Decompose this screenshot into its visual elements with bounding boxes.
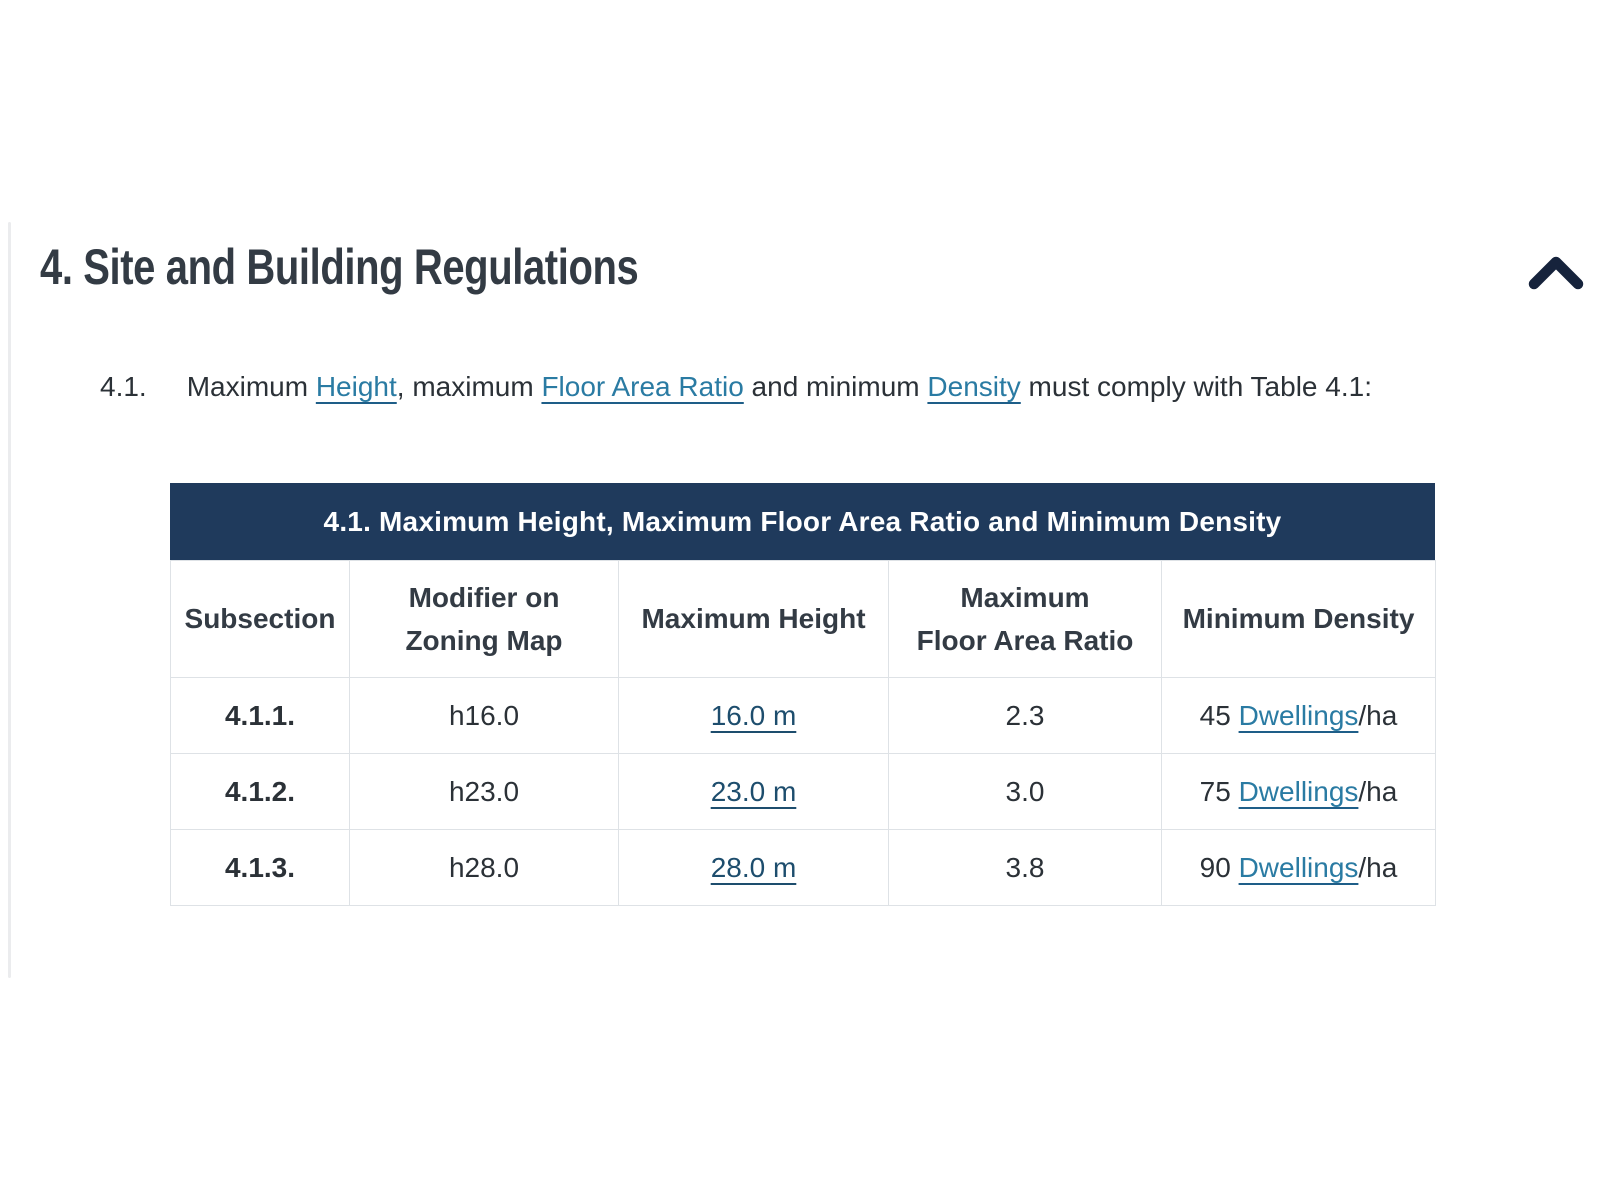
table-title: 4.1. Maximum Height, Maximum Floor Area … bbox=[170, 483, 1435, 560]
dwellings-link[interactable]: Dwellings bbox=[1238, 699, 1359, 731]
section-heading: 4. Site and Building Regulations bbox=[40, 239, 639, 295]
max-height-link[interactable]: 16.0 m bbox=[710, 699, 797, 731]
max-floor-area-ratio-cell: 2.3 bbox=[888, 677, 1162, 754]
table-row: 4.1.1. h16.0 16.0 m 2.3 45 Dwellings/ha bbox=[170, 677, 1436, 754]
modifier-cell: h23.0 bbox=[349, 753, 619, 830]
min-density-cell: 75 Dwellings/ha bbox=[1161, 753, 1436, 830]
page-left-rule bbox=[8, 222, 11, 978]
regulations-table: Subsection Modifier on Zoning Map Maximum H… bbox=[170, 560, 1436, 906]
subsection-cell: 4.1.1. bbox=[170, 677, 350, 754]
max-floor-area-ratio-cell: 3.0 bbox=[888, 753, 1162, 830]
max-height-cell: 16.0 m bbox=[618, 677, 889, 754]
dwellings-link[interactable]: Dwellings bbox=[1238, 851, 1359, 883]
min-density-cell: 45 Dwellings/ha bbox=[1161, 677, 1436, 754]
max-height-link[interactable]: 23.0 m bbox=[710, 775, 797, 807]
collapse-section-button[interactable] bbox=[1524, 250, 1588, 296]
column-header-maximum-floor-area-ratio: Maximum Floor Area Ratio bbox=[888, 560, 1162, 678]
max-floor-area-ratio-cell: 3.8 bbox=[888, 829, 1162, 906]
subsection-cell: 4.1.2. bbox=[170, 753, 350, 830]
table-row: 4.1.2. h23.0 23.0 m 3.0 75 Dwellings/ha bbox=[170, 753, 1436, 830]
modifier-cell: h28.0 bbox=[349, 829, 619, 906]
density-link[interactable]: Density bbox=[927, 371, 1021, 402]
table-row: 4.1.3. h28.0 28.0 m 3.8 90 Dwellings/ha bbox=[170, 829, 1436, 906]
floor-area-ratio-link[interactable]: Floor Area Ratio bbox=[541, 371, 744, 402]
clause-4-1: 4.1. Maximum Height, maximum Floor Area R… bbox=[100, 370, 1372, 404]
dwellings-link[interactable]: Dwellings bbox=[1238, 775, 1359, 807]
column-header-subsection: Subsection bbox=[170, 560, 350, 678]
subsection-cell: 4.1.3. bbox=[170, 829, 350, 906]
max-height-link[interactable]: 28.0 m bbox=[710, 851, 797, 883]
table-header-row: Subsection Modifier on Zoning Map Maximum H… bbox=[170, 560, 1436, 678]
clause-text: Maximum Height, maximum Floor Area Ratio… bbox=[186, 371, 1372, 402]
max-height-cell: 23.0 m bbox=[618, 753, 889, 830]
column-header-maximum-height: Maximum Height bbox=[618, 560, 889, 678]
table-4-1: 4.1. Maximum Height, Maximum Floor Area … bbox=[170, 483, 1436, 906]
column-header-modifier-on-zoning-map: Modifier on Zoning Map bbox=[349, 560, 619, 678]
modifier-cell: h16.0 bbox=[349, 677, 619, 754]
column-header-minimum-density: Minimum Density bbox=[1161, 560, 1436, 678]
chevron-up-icon bbox=[1528, 256, 1584, 290]
height-link[interactable]: Height bbox=[315, 371, 397, 402]
min-density-cell: 90 Dwellings/ha bbox=[1161, 829, 1436, 906]
clause-number: 4.1. bbox=[100, 371, 147, 402]
max-height-cell: 28.0 m bbox=[618, 829, 889, 906]
